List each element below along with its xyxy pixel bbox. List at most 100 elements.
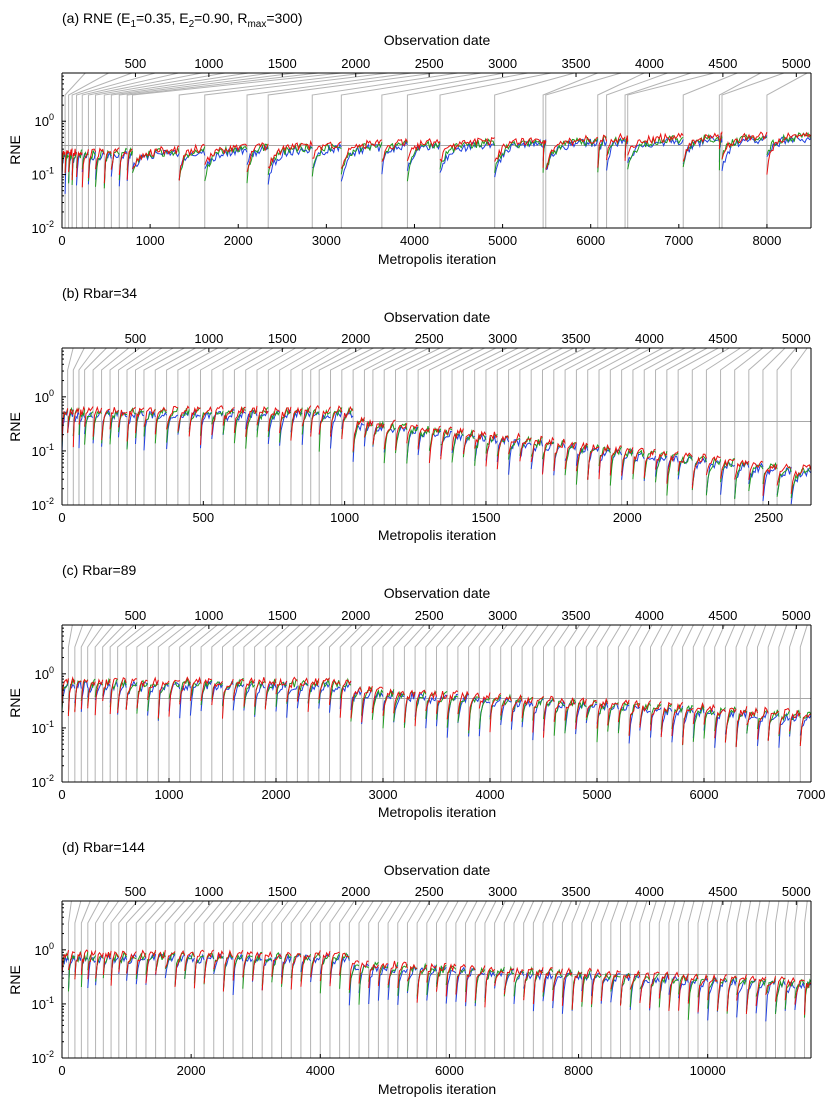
connector-line xyxy=(513,900,525,1058)
connector-line xyxy=(794,900,799,1058)
series-red-segment xyxy=(164,951,176,968)
series-green-segment xyxy=(794,978,805,999)
series-red-segment xyxy=(203,949,215,984)
series-red-segment xyxy=(168,679,180,717)
series-green-segment xyxy=(494,138,544,173)
x-tick-label: 2000 xyxy=(224,233,253,248)
series-red-segment xyxy=(102,950,112,976)
series-red-segment xyxy=(474,965,486,1001)
series-green-segment xyxy=(445,965,457,986)
series-red-segment xyxy=(746,706,758,726)
series-red-segment xyxy=(617,699,630,723)
series-red-segment xyxy=(500,695,512,716)
series-red-segment xyxy=(436,962,447,992)
connector-line xyxy=(204,72,389,228)
y-tick-label: 10-2 xyxy=(32,1049,54,1066)
series-red-segment xyxy=(417,427,430,450)
series-green-segment xyxy=(189,681,202,699)
connector-line xyxy=(553,347,597,505)
series-red-segment xyxy=(720,458,736,479)
top-x-tick-label: 5000 xyxy=(782,331,811,346)
series-green-segment xyxy=(455,969,466,995)
connector-line xyxy=(564,624,580,782)
series-red xyxy=(61,949,812,1015)
series-red-segment xyxy=(279,406,292,434)
series-red-segment xyxy=(639,972,651,1004)
y-tick-label: 100 xyxy=(35,665,54,682)
series-green-segment xyxy=(310,952,321,976)
connector-line xyxy=(256,347,296,505)
series-red-segment xyxy=(211,405,224,435)
series-red-segment xyxy=(68,951,75,971)
connector-line xyxy=(80,624,94,782)
connector-line xyxy=(318,624,342,782)
top-x-tick-label: 2500 xyxy=(415,884,444,899)
series-red-segment xyxy=(200,405,213,445)
top-x-tick-label: 4500 xyxy=(708,56,737,71)
series-red-segment xyxy=(348,960,360,991)
series-red-segment xyxy=(585,699,598,718)
series-red-segment xyxy=(581,967,592,1003)
connector-line xyxy=(496,347,541,505)
series-red-segment xyxy=(542,436,555,475)
series-blue-segment xyxy=(721,135,768,172)
series-red-segment xyxy=(372,422,385,445)
series-red xyxy=(61,676,812,748)
series-green-segment xyxy=(703,709,716,739)
connector-line xyxy=(68,72,109,228)
connector-line xyxy=(301,347,341,505)
top-x-tick-label: 4000 xyxy=(635,608,664,623)
series-red-segment xyxy=(109,677,118,715)
series-red-segment xyxy=(256,406,269,426)
y-tick-base: 10 xyxy=(32,775,46,790)
connector-line xyxy=(174,900,195,1058)
series-red-segment xyxy=(87,681,96,709)
series-red-segment xyxy=(92,405,103,437)
connector-line xyxy=(126,347,163,505)
connector-line xyxy=(118,347,152,505)
connector-line xyxy=(189,624,218,782)
series-red-segment xyxy=(494,137,544,162)
series-red-segment xyxy=(707,973,718,1001)
connector-line xyxy=(67,900,72,1058)
series-blue-segment xyxy=(135,956,147,985)
top-x-tick-label: 1500 xyxy=(268,331,297,346)
top-x-tick-label: 5000 xyxy=(782,608,811,623)
series-red-segment xyxy=(102,678,111,702)
connector-line xyxy=(542,72,598,228)
connector-line xyxy=(629,900,638,1058)
connector-line xyxy=(102,900,120,1058)
series-blue-segment xyxy=(496,435,510,463)
connector-line xyxy=(649,900,657,1058)
connector-line xyxy=(318,347,363,505)
series-red-segment xyxy=(468,692,480,731)
series-red-segment xyxy=(552,968,563,1001)
connector-line xyxy=(707,900,714,1058)
x-tick-label: 4000 xyxy=(306,1063,335,1078)
series-red-segment xyxy=(789,710,801,732)
series-red-segment xyxy=(784,976,796,1001)
series-red-segment xyxy=(494,970,505,986)
series-green-segment xyxy=(610,973,621,992)
connector-line xyxy=(74,900,82,1058)
series-green-segment xyxy=(166,407,179,443)
series-blue-segment xyxy=(189,680,202,716)
series-green-segment xyxy=(339,952,350,989)
connector-line xyxy=(766,72,808,228)
series-red-segment xyxy=(658,971,670,999)
series-blue-segment xyxy=(213,953,224,975)
y-tick-base: 10 xyxy=(32,997,46,1012)
connector-line xyxy=(519,347,563,505)
y-tick-exp: -2 xyxy=(46,219,54,229)
series-green-segment xyxy=(478,697,491,729)
top-x-tick-label: 3000 xyxy=(488,56,517,71)
connector-line xyxy=(455,900,469,1058)
series-blue xyxy=(61,408,812,504)
connector-line xyxy=(211,347,252,505)
series-red-segment xyxy=(177,405,190,432)
series-red-segment xyxy=(368,963,379,989)
connector-line xyxy=(232,624,259,782)
top-x-tick-label: 3000 xyxy=(488,884,517,899)
series-red-segment xyxy=(440,426,453,460)
y-tick-base: 10 xyxy=(32,168,46,183)
